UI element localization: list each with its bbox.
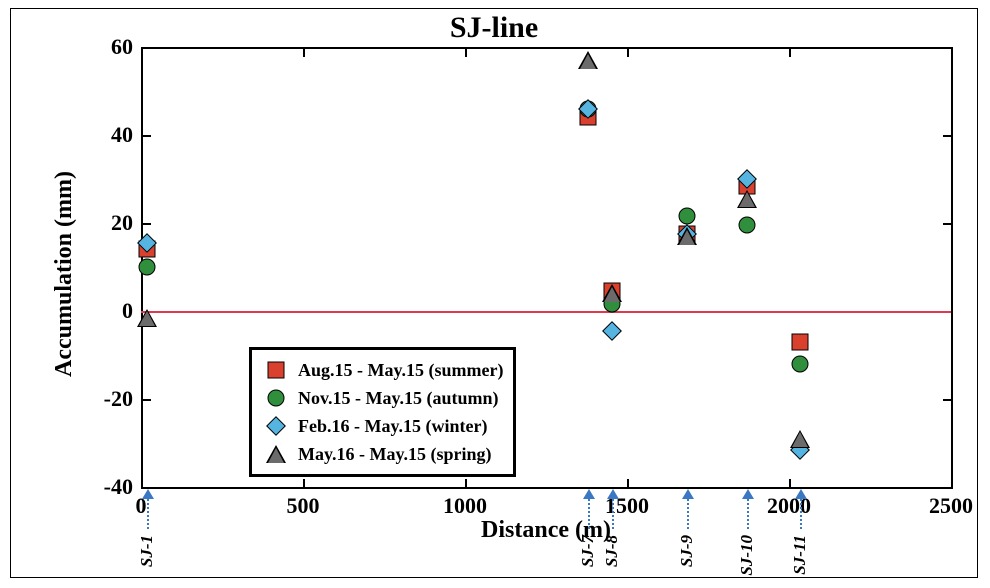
station-label: SJ-7 xyxy=(578,535,598,567)
legend-label: Feb.16 - May.15 (winter) xyxy=(298,416,487,437)
legend-marker-square xyxy=(268,362,285,379)
arrow-head-icon xyxy=(607,489,619,499)
legend-marker-slot xyxy=(262,415,290,437)
arrow-head-icon xyxy=(142,489,154,499)
station-label: SJ-8 xyxy=(602,535,622,567)
y-tick-label: 60 xyxy=(91,34,133,60)
x-tick-t xyxy=(789,47,791,57)
arrow-head-icon xyxy=(583,489,595,499)
y-tick xyxy=(141,399,151,401)
chart-title: SJ-line xyxy=(11,11,977,45)
x-tick-label: 500 xyxy=(287,493,320,519)
station-label: SJ-1 xyxy=(137,535,157,567)
x-tick xyxy=(789,479,791,489)
y-tick xyxy=(141,223,151,225)
arrow-shaft xyxy=(687,499,689,529)
station-label: SJ-11 xyxy=(790,535,810,575)
legend-row: May.16 - May.15 (spring) xyxy=(262,440,503,468)
x-tick-t xyxy=(627,47,629,57)
y-tick-label: -20 xyxy=(91,386,133,412)
station-label: SJ-9 xyxy=(677,535,697,567)
x-tick xyxy=(627,479,629,489)
x-tick xyxy=(951,479,953,489)
arrow-shaft xyxy=(800,499,802,529)
legend-marker-diamond xyxy=(266,416,286,436)
legend-label: Nov.15 - May.15 (autumn) xyxy=(298,388,499,409)
x-tick xyxy=(465,479,467,489)
x-tick-t xyxy=(951,47,953,57)
arrow-head-icon xyxy=(795,489,807,499)
arrow-head-icon xyxy=(682,489,694,499)
legend-box: Aug.15 - May.15 (summer) Nov.15 - May.15 … xyxy=(249,347,516,477)
legend-marker-circle xyxy=(268,390,285,407)
legend-label: May.16 - May.15 (spring) xyxy=(298,444,492,465)
y-tick-label: 0 xyxy=(91,298,133,324)
arrow-shaft xyxy=(147,499,149,529)
x-tick-t xyxy=(465,47,467,57)
legend-marker-slot xyxy=(262,443,290,465)
y-tick-label: 20 xyxy=(91,210,133,236)
y-axis-label: Accumulation (mm) xyxy=(51,171,78,377)
axis-right xyxy=(951,47,953,489)
legend-row: Aug.15 - May.15 (summer) xyxy=(262,356,503,384)
axis-bottom xyxy=(141,487,953,489)
y-tick-r xyxy=(943,223,953,225)
y-tick-r xyxy=(943,399,953,401)
x-tick-label: 2500 xyxy=(929,493,973,519)
data-point-diamond xyxy=(603,321,623,341)
arrow-head-icon xyxy=(742,489,754,499)
data-point-circle xyxy=(738,217,755,234)
chart-frame: SJ-line -40-2002040600500100015002000250… xyxy=(10,8,978,578)
legend-label: Aug.15 - May.15 (summer) xyxy=(298,360,503,381)
station-label: SJ-10 xyxy=(737,535,757,576)
arrow-shaft xyxy=(747,499,749,529)
axis-top xyxy=(141,47,951,49)
data-point-circle xyxy=(678,208,695,225)
y-tick-label: -40 xyxy=(91,474,133,500)
legend-row: Feb.16 - May.15 (winter) xyxy=(262,412,503,440)
zero-reference-line xyxy=(141,311,951,313)
x-tick-label: 1000 xyxy=(443,493,487,519)
y-tick xyxy=(141,135,151,137)
legend-row: Nov.15 - May.15 (autumn) xyxy=(262,384,503,412)
y-tick-r xyxy=(943,135,953,137)
data-point-circle xyxy=(792,355,809,372)
data-point-square xyxy=(792,333,809,350)
legend-marker-slot xyxy=(262,359,290,381)
x-tick xyxy=(303,479,305,489)
x-tick xyxy=(141,479,143,489)
x-tick-t xyxy=(303,47,305,57)
data-point-circle xyxy=(139,259,156,276)
y-tick-label: 40 xyxy=(91,122,133,148)
arrow-shaft xyxy=(588,499,590,529)
arrow-shaft xyxy=(612,499,614,529)
x-tick-t xyxy=(141,47,143,57)
legend-marker-slot xyxy=(262,387,290,409)
